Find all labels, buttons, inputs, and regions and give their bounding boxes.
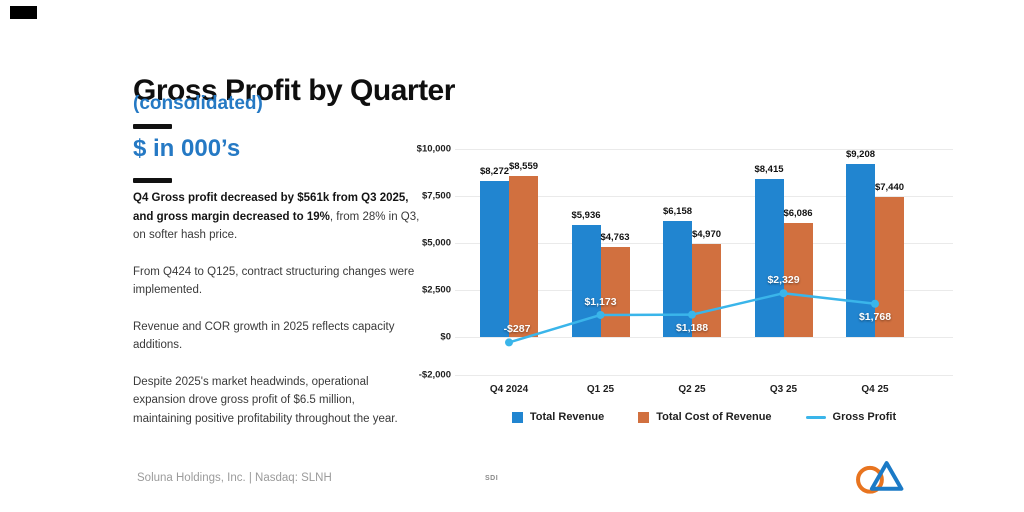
note-paragraph: From Q424 to Q125, contract structuring … (133, 265, 415, 297)
gross-profit-point (596, 310, 605, 319)
footer-company-text: Soluna Holdings, Inc. | Nasdaq: SLNH (137, 472, 332, 484)
units-label: $ in 000’s (133, 135, 241, 162)
page-title: Gross Profit by Quarter (133, 74, 455, 108)
bar-value-label: $6,158 (662, 206, 693, 218)
gridline (455, 337, 953, 338)
bar-total-revenue (480, 181, 509, 337)
x-axis-category-label: Q4 2024 (489, 384, 529, 395)
bar-value-label: $4,970 (691, 228, 722, 240)
gross-profit-point (688, 310, 696, 319)
legend-item: Gross Profit (805, 411, 897, 423)
soluna-logo (854, 455, 904, 500)
bar-total-cost (600, 247, 630, 337)
y-axis-tick-label: -$2,000 (418, 369, 451, 381)
bar-value-label: $8,559 (508, 161, 539, 173)
x-axis-category-label: Q4 25 (861, 384, 889, 395)
gross-profit-value-label: $1,173 (584, 295, 617, 308)
bar-total-cost (875, 197, 904, 337)
y-axis-tick-label: $0 (440, 331, 451, 343)
y-axis-tick-label: $7,500 (421, 190, 451, 202)
y-axis-tick-label: $10,000 (416, 143, 451, 155)
commentary-notes: Q4 Gross profit decreased by $561k from … (133, 189, 447, 446)
x-axis-category-label: Q2 25 (678, 384, 706, 395)
legend-label: Total Cost of Revenue (656, 411, 772, 423)
gross-profit-point (779, 289, 788, 298)
legend-item: Total Cost of Revenue (638, 411, 772, 423)
chart-legend: Total Revenue Total Cost of Revenue Gross … (455, 411, 953, 423)
bar-total-cost (692, 243, 721, 337)
legend-line-marker (805, 415, 826, 419)
legend-square-marker (511, 411, 523, 423)
y-axis-tick-label: $2,500 (421, 284, 451, 296)
gross-profit-point (505, 338, 513, 347)
soluna-logo-icon (856, 461, 904, 494)
x-axis-category-label: Q3 25 (769, 384, 798, 395)
bar-total-cost (509, 176, 538, 337)
bar-value-label: $5,936 (571, 210, 601, 222)
page-subtitle: (consolidated) (133, 93, 263, 114)
gridline (455, 149, 953, 150)
footer-section-label: SDI (485, 475, 499, 482)
bar-value-label: $9,208 (845, 148, 876, 160)
gridline (455, 243, 953, 244)
gross-profit-value-label: $1,768 (858, 310, 892, 323)
gross-profit-value-label: $2,329 (767, 274, 800, 287)
legend-square-marker (638, 411, 650, 423)
x-axis-category-label: Q1 25 (586, 384, 615, 395)
y-axis-tick-label: $5,000 (421, 237, 451, 249)
bar-value-label: $6,086 (783, 207, 813, 219)
corner-mark (10, 6, 37, 19)
bar-total-cost (783, 222, 813, 337)
bar-total-revenue (754, 178, 784, 337)
legend-label: Total Revenue (529, 411, 605, 423)
bar-value-label: $4,763 (600, 232, 630, 244)
chart: $10,000 $7,500 $5,000 $2,500 $0 -$2,000 $8,272… (413, 138, 1013, 438)
bar-total-revenue (846, 163, 875, 337)
gross-profit-point (871, 299, 879, 308)
bar-value-label: $8,272 (479, 166, 510, 178)
bar-value-label: $8,415 (754, 163, 784, 175)
gross-profit-value-label: -$287 (503, 323, 531, 336)
note-paragraph: Q4 Gross profit decreased by $561k from … (133, 192, 420, 241)
note-paragraph: Despite 2025's market headwinds, operati… (133, 375, 398, 425)
gross-profit-line (505, 289, 879, 347)
legend-label: Gross Profit (832, 411, 897, 423)
title-divider-dash (133, 124, 172, 129)
units-divider-dash (133, 178, 172, 183)
gridline (455, 374, 953, 376)
bar-value-label: $7,440 (874, 182, 905, 194)
bar-total-revenue (663, 221, 692, 337)
note-paragraph: Revenue and COR growth in 2025 reflects … (133, 320, 395, 352)
gross-profit-value-label: $1,188 (675, 321, 709, 334)
gridline (455, 196, 953, 197)
legend-item: Total Revenue (511, 411, 605, 423)
